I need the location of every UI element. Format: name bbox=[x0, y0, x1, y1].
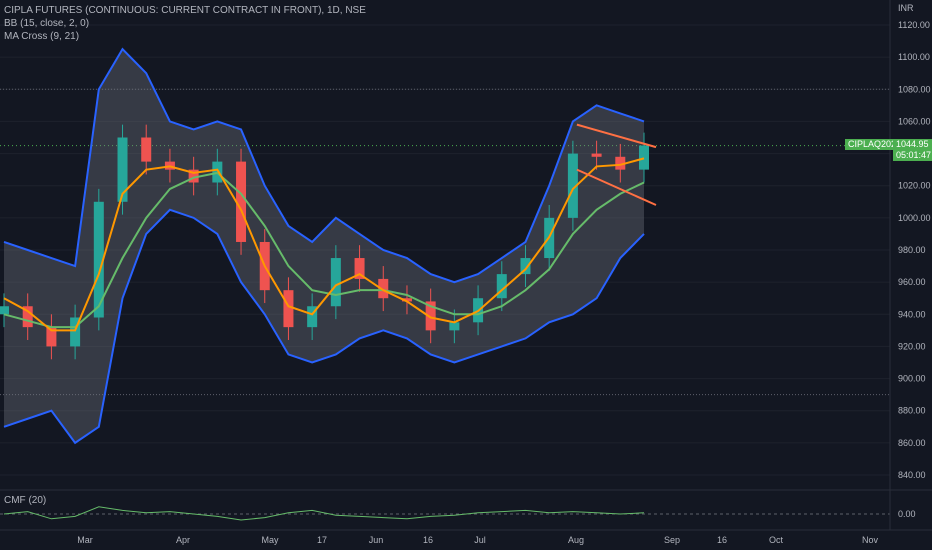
candle-body bbox=[22, 306, 33, 328]
ma-slow-line bbox=[3, 171, 645, 329]
candle-body bbox=[354, 258, 365, 279]
price-tick-label: 840.00 bbox=[898, 470, 926, 480]
price-axis-unit: INR bbox=[898, 3, 914, 13]
trendline-lower bbox=[576, 168, 657, 206]
price-tick-label: 980.00 bbox=[898, 245, 926, 255]
candle-body bbox=[283, 290, 294, 328]
candle-body bbox=[496, 274, 507, 299]
price-tick-label: 880.00 bbox=[898, 406, 926, 416]
price-tick-label: 960.00 bbox=[898, 277, 926, 287]
price-tick-label: 1000.00 bbox=[898, 213, 931, 223]
trendline-upper bbox=[576, 123, 657, 149]
candle-body bbox=[330, 258, 341, 307]
ma-cross-legend[interactable]: MA Cross (9, 21) bbox=[4, 31, 80, 42]
time-tick-label: Oct bbox=[769, 535, 784, 545]
time-tick-label: Jul bbox=[474, 535, 486, 545]
candle-body bbox=[188, 169, 199, 183]
chart-title: CIPLA FUTURES (CONTINUOUS: CURRENT CONTR… bbox=[4, 5, 366, 16]
bb-fill bbox=[4, 49, 644, 443]
candle-body bbox=[639, 145, 649, 170]
time-tick-label: 16 bbox=[423, 535, 433, 545]
time-tick-label: Sep bbox=[664, 535, 680, 545]
candle-body bbox=[567, 153, 578, 218]
candle-body bbox=[117, 137, 128, 202]
price-tick-label: 920.00 bbox=[898, 341, 926, 351]
cmf-line bbox=[3, 506, 645, 521]
candle-body bbox=[93, 201, 104, 318]
bb-legend[interactable]: BB (15, close, 2, 0) bbox=[4, 18, 90, 29]
candle-body bbox=[520, 258, 531, 275]
candle-body bbox=[401, 298, 412, 302]
candle-body bbox=[46, 327, 57, 347]
candle-body bbox=[378, 278, 389, 299]
price-tick-label: 1120.00 bbox=[898, 20, 930, 30]
candle-body bbox=[70, 317, 81, 347]
price-tick-label: 1080.00 bbox=[898, 84, 931, 94]
time-tick-label: Nov bbox=[862, 535, 879, 545]
cmf-axis-label: 0.00 bbox=[898, 509, 916, 519]
time-tick-label: Apr bbox=[176, 535, 190, 545]
candle-body bbox=[236, 161, 247, 242]
price-tick-label: 1100.00 bbox=[898, 52, 930, 62]
time-tick-label: Aug bbox=[568, 535, 584, 545]
last-price-badge: 1044.95 bbox=[893, 139, 932, 150]
bb-upper-band bbox=[3, 47, 645, 284]
candle-body bbox=[615, 156, 626, 170]
candle-body bbox=[449, 322, 460, 331]
candle-body bbox=[591, 153, 602, 157]
price-tick-label: 1060.00 bbox=[898, 116, 931, 126]
candle-body bbox=[0, 306, 9, 315]
cmf-legend[interactable]: CMF (20) bbox=[4, 495, 47, 506]
time-tick-label: Jun bbox=[369, 535, 384, 545]
price-tick-label: 940.00 bbox=[898, 309, 926, 319]
countdown-badge: 05:01:47 bbox=[893, 150, 932, 161]
time-tick-label: May bbox=[261, 535, 279, 545]
candle-body bbox=[141, 137, 152, 162]
price-tick-label: 1020.00 bbox=[898, 181, 931, 191]
time-tick-label: Mar bbox=[77, 535, 93, 545]
price-tick-label: 900.00 bbox=[898, 374, 926, 384]
bb-lower-band bbox=[3, 208, 645, 445]
candle-body bbox=[307, 306, 318, 328]
candle-body bbox=[425, 301, 436, 331]
symbol-badge: CIPLAQ2022 bbox=[845, 139, 905, 150]
price-tick-label: 860.00 bbox=[898, 438, 926, 448]
ma-fast-line bbox=[3, 157, 645, 332]
time-tick-label: 16 bbox=[717, 535, 727, 545]
time-tick-label: 17 bbox=[317, 535, 327, 545]
